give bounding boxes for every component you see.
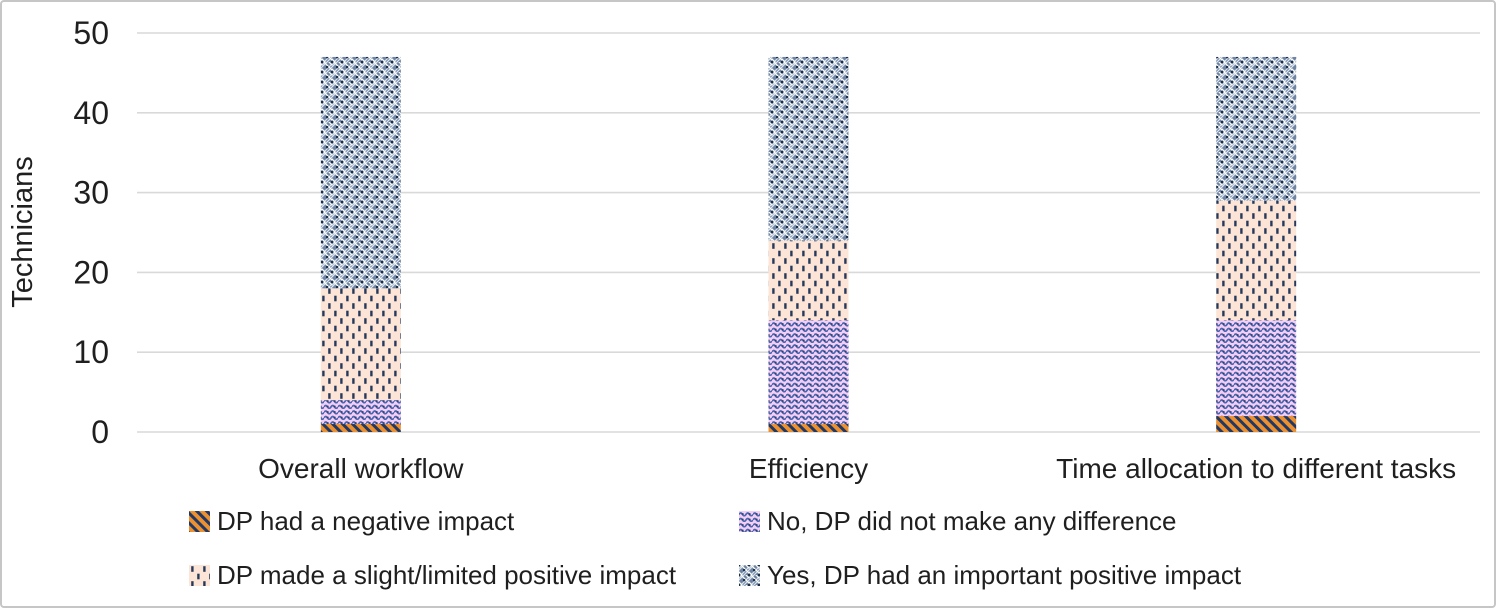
y-axis-tick-label: 50 [73, 15, 109, 51]
bar-segment [320, 288, 401, 401]
bar-segment [768, 56, 849, 241]
bar-segment [320, 400, 401, 425]
bar-segment [320, 56, 401, 289]
bar-segment [1216, 320, 1297, 417]
y-axis-title: Technicians [7, 156, 39, 308]
y-axis-tick-label: 20 [73, 254, 109, 290]
y-axis-tick-label: 30 [73, 175, 109, 211]
legend-swatch-vertical-dashes-icon [189, 564, 210, 586]
legend-swatch-diamond-weave-icon [739, 564, 760, 586]
legend-item: Yes, DP had an important positive impact [739, 560, 1241, 591]
legend-item: DP made a slight/limited positive impact [189, 560, 739, 591]
legend-swatch-horizontal-waves-icon [739, 510, 760, 532]
bar-segment [768, 240, 849, 321]
bar-segment [1216, 56, 1297, 201]
y-axis-tick-label: 40 [73, 95, 109, 131]
chart-legend: DP had a negative impact No, DP did not m… [189, 494, 1241, 602]
bar-segment [768, 424, 849, 432]
x-axis-category-labels: Overall workflow Efficiency Time allocatio… [258, 453, 1456, 484]
legend-label: DP made a slight/limited positive impact [217, 559, 677, 590]
legend-label: Yes, DP had an important positive impact [767, 559, 1242, 590]
bar-segment [1216, 200, 1297, 321]
x-axis-category-label: Efficiency [749, 453, 868, 484]
bar-series [320, 56, 1297, 432]
bar-segment [1216, 416, 1297, 432]
y-axis-tick-label: 10 [73, 334, 109, 370]
legend-item: No, DP did not make any difference [739, 506, 1241, 537]
x-axis-category-label: Time allocation to different tasks [1056, 453, 1456, 484]
x-axis-category-label: Overall workflow [258, 453, 464, 484]
y-axis-tick-label: 0 [91, 414, 109, 450]
legend-label: DP had a negative impact [217, 505, 515, 536]
bar-segment [768, 320, 849, 425]
bar-segment [320, 424, 401, 432]
legend-label: No, DP did not make any difference [767, 505, 1177, 536]
legend-swatch-diagonal-stripes-icon [189, 510, 210, 532]
legend-item: DP had a negative impact [189, 506, 739, 537]
y-axis-tick-labels: 0 10 20 30 40 50 [73, 15, 109, 450]
